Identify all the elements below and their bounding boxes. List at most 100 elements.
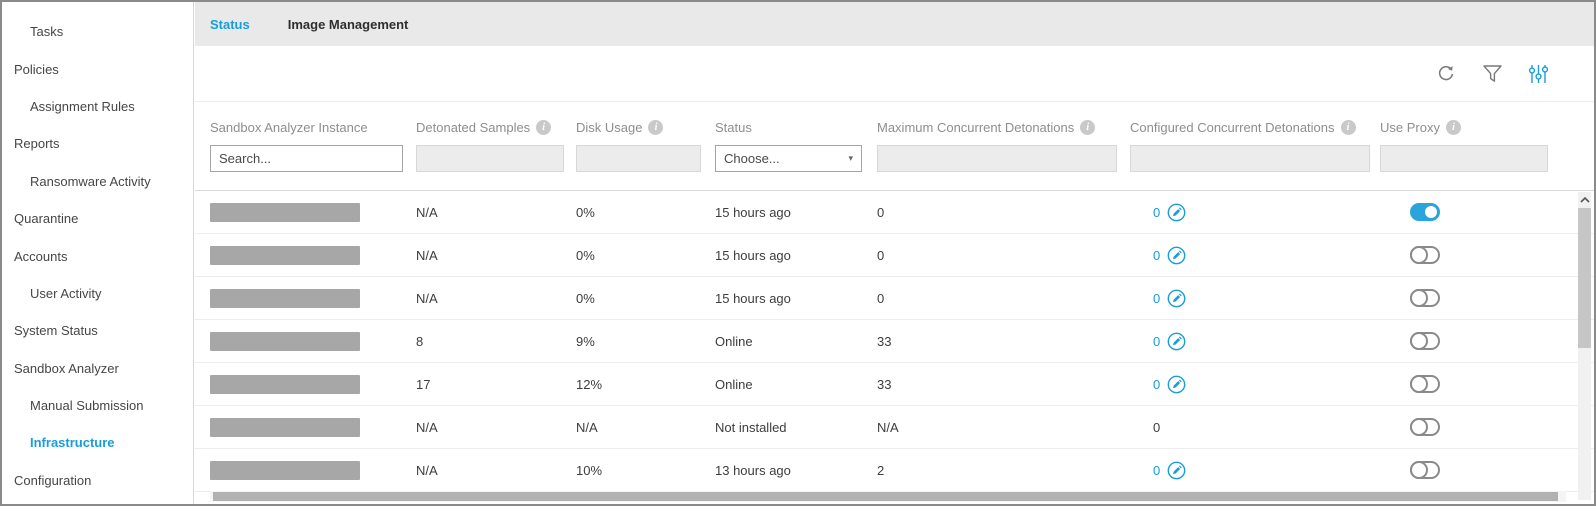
toggle-knob [1410,375,1428,393]
instance-name-redacted-bar [210,417,360,437]
instance-name-redacted-bar [210,374,360,394]
use-proxy-cell [1380,332,1548,350]
toggle-knob [1410,418,1428,436]
sidebar-item-user-activity[interactable]: User Activity [30,285,102,301]
sidebar-nav: Tasks Policies Assignment Rules Reports Rans… [2,2,194,504]
horizontal-scrollbar[interactable] [210,491,1566,502]
use-proxy-toggle[interactable] [1410,246,1440,264]
search-input[interactable] [210,145,403,172]
configured-value[interactable]: 0 [1153,247,1161,263]
sidebar-item-reports[interactable]: Reports [14,136,60,152]
use-proxy-cell [1380,461,1548,479]
disabled-filter-input-maximum-concurrent-detonations [877,145,1117,172]
detonated-samples-cell: 17 [416,376,431,392]
refresh-icon[interactable] [1435,63,1457,85]
sandbox-instance-cell [210,288,416,308]
detonated-samples-cell: N/A [416,462,438,478]
table-row: N/A 0% 15 hours ago 0 0 [195,277,1594,320]
disabled-filter-input-configured-concurrent-detonations [1130,145,1370,172]
sidebar-item-tasks[interactable]: Tasks [30,24,64,40]
horizontal-scrollbar-thumb[interactable] [213,492,1558,501]
disk-usage-cell: 0% [576,204,595,220]
settings-sliders-icon[interactable] [1527,63,1549,85]
configured-value[interactable]: 0 [1153,333,1161,349]
chevron-down-icon: ▾ [848,153,853,163]
sidebar-item-quarantine[interactable]: Quarantine [14,211,79,227]
sidebar-item-configuration[interactable]: Configuration [14,472,92,488]
sandbox-instance-cell [210,460,416,480]
configured-value[interactable]: 0 [1153,462,1161,478]
status-filter-dropdown[interactable]: Choose... ▾ [715,145,862,172]
info-icon[interactable]: i [1445,119,1461,135]
sandbox-instance-cell [210,417,416,437]
table-header-section: Sandbox Analyzer Instance Detonated Sampl… [195,102,1594,191]
disabled-filter-input-use-proxy [1380,145,1548,172]
edit-pencil-icon[interactable] [1167,461,1186,480]
use-proxy-toggle[interactable] [1410,332,1440,350]
info-icon[interactable]: i [648,119,664,135]
disabled-filter-input-disk-usage [576,145,701,172]
use-proxy-toggle[interactable] [1410,418,1440,436]
status-cell: Online [715,376,753,392]
sidebar-item-ransomware-activity[interactable]: Ransomware Activity [30,173,151,189]
main-panel: Status Image Management [195,2,1594,504]
edit-pencil-icon[interactable] [1167,203,1186,222]
vertical-scrollbar[interactable] [1578,192,1591,500]
sandbox-instance-cell [210,331,416,351]
filter-icon[interactable] [1481,63,1503,85]
use-proxy-toggle[interactable] [1410,203,1440,221]
edit-pencil-icon[interactable] [1167,332,1186,351]
configured-concurrent-detonations-cell: 0 [1130,461,1380,480]
column-header-detonated-samples: Detonated Samples i [416,116,576,138]
sidebar-item-manual-submission[interactable]: Manual Submission [30,398,144,414]
instance-name-redacted-bar [210,245,360,265]
sidebar-item-system-status[interactable]: System Status [14,323,98,339]
disk-usage-cell: N/A [576,419,598,435]
edit-pencil-icon[interactable] [1167,246,1186,265]
tab-status[interactable]: Status [210,16,250,32]
configured-value: 0 [1153,419,1161,435]
use-proxy-toggle[interactable] [1410,289,1440,307]
disk-usage-cell: 10% [576,462,603,478]
tab-image-management[interactable]: Image Management [287,16,409,32]
configured-concurrent-detonations-cell: 0 [1130,332,1380,351]
table-row: 17 12% Online 33 0 [195,363,1594,406]
use-proxy-cell [1380,246,1548,264]
sidebar-item-infrastructure[interactable]: Infrastructure [30,435,115,451]
configured-concurrent-detonations-cell: 0 [1130,289,1380,308]
sidebar-item-assignment-rules[interactable]: Assignment Rules [30,98,135,114]
configured-concurrent-detonations-cell: 0 [1130,375,1380,394]
use-proxy-cell [1380,418,1548,436]
status-cell: 15 hours ago [715,290,791,306]
vertical-scrollbar-thumb[interactable] [1578,208,1591,348]
toggle-knob [1410,246,1428,264]
info-icon[interactable]: i [536,119,552,135]
column-header-status: Status [715,119,752,135]
sidebar-item-accounts[interactable]: Accounts [14,248,68,264]
column-filter-row: Choose...▾ [210,145,1594,172]
edit-pencil-icon[interactable] [1167,289,1186,308]
configured-value[interactable]: 0 [1153,204,1161,220]
max-concurrent-detonations-cell: 33 [877,333,892,349]
scroll-up-arrow-icon[interactable] [1578,192,1591,207]
configured-concurrent-detonations-cell: 0 [1130,420,1380,435]
sidebar-item-sandbox-analyzer[interactable]: Sandbox Analyzer [14,360,119,376]
info-icon[interactable]: i [1340,119,1356,135]
column-header-maximum-concurrent-detonations: Maximum Concurrent Detonations i [877,116,1130,138]
column-header-disk-usage: Disk Usage i [576,116,715,138]
table-row: N/A 0% 15 hours ago 0 0 [195,234,1594,277]
edit-pencil-icon[interactable] [1167,375,1186,394]
use-proxy-toggle[interactable] [1410,461,1440,479]
toolbar [195,46,1594,102]
configured-concurrent-detonations-cell: 0 [1130,246,1380,265]
sandbox-instance-cell [210,202,416,222]
configured-value[interactable]: 0 [1153,376,1161,392]
tab-bar: Status Image Management [195,2,1594,46]
sidebar-item-policies[interactable]: Policies [14,61,59,77]
disk-usage-cell: 0% [576,290,595,306]
configured-value[interactable]: 0 [1153,290,1161,306]
use-proxy-toggle[interactable] [1410,375,1440,393]
info-icon[interactable]: i [1080,119,1096,135]
disk-usage-cell: 9% [576,333,595,349]
